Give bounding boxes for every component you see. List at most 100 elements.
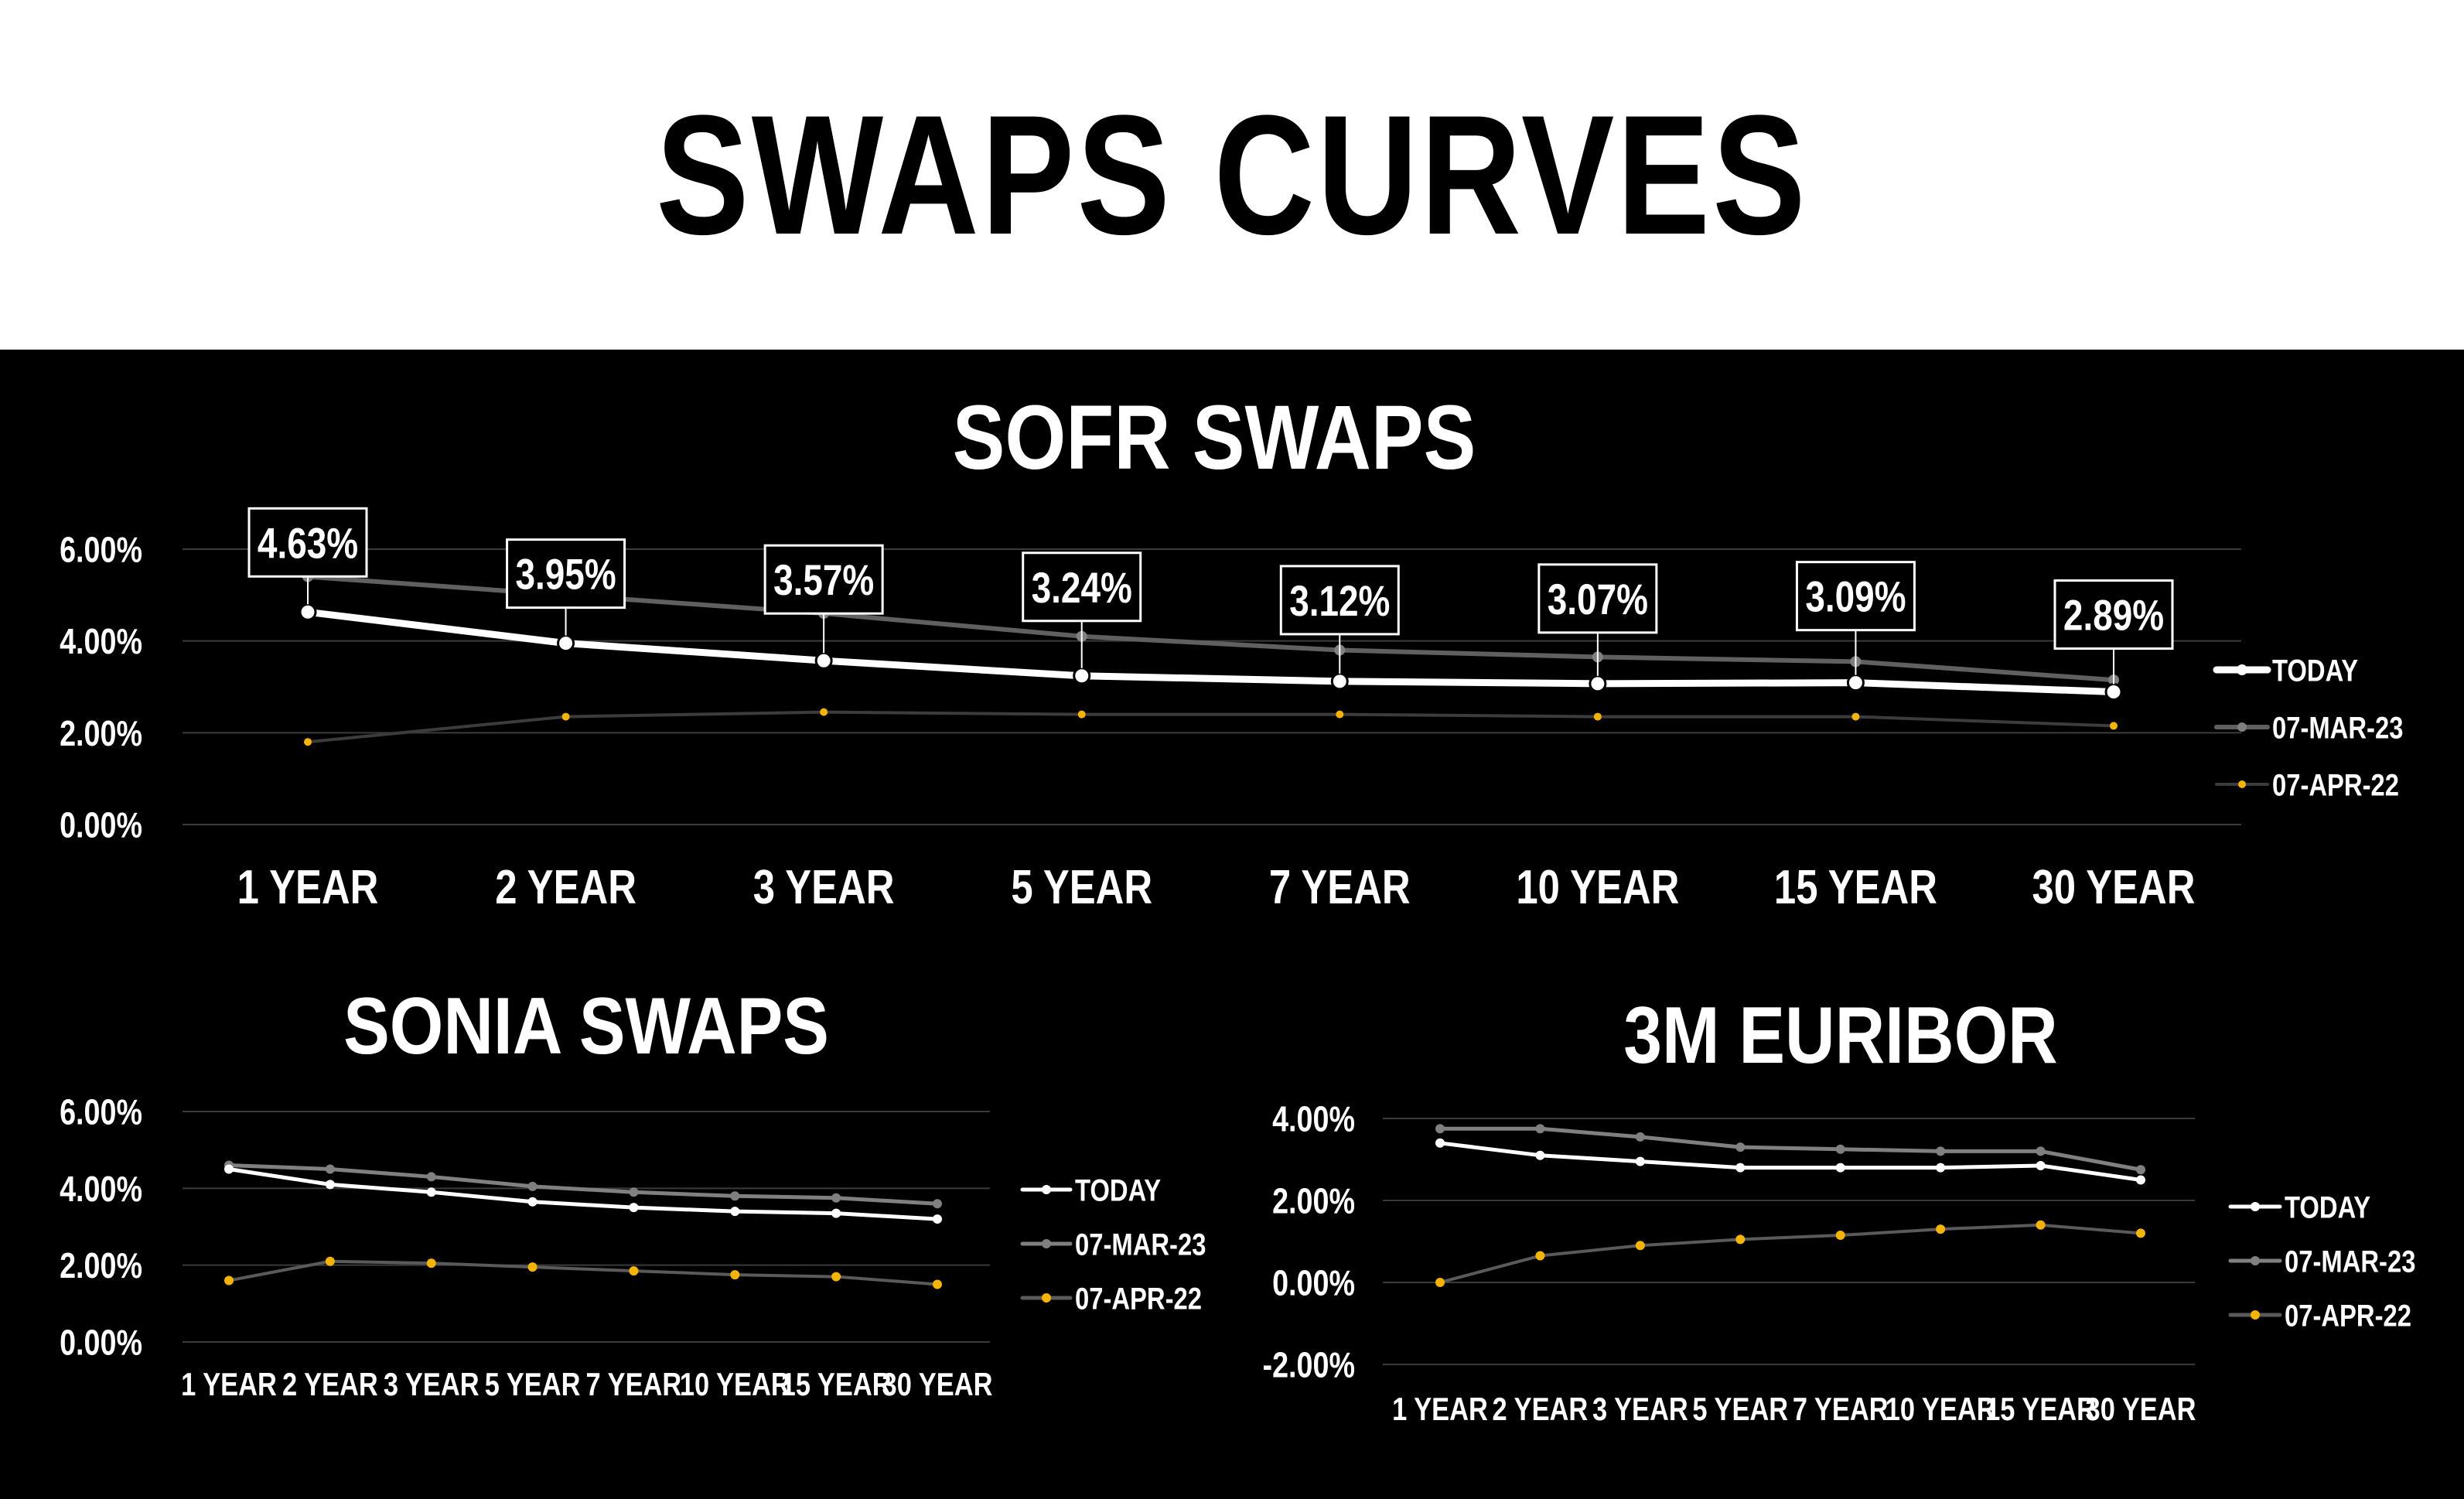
x-tick-label: 7 YEAR [1269, 861, 1411, 914]
data-point [1336, 710, 1344, 719]
data-label-box [1537, 563, 1658, 634]
data-point [933, 1214, 942, 1224]
data-point [831, 1208, 841, 1218]
data-label: 3.07% [1548, 575, 1648, 623]
data-point [629, 1187, 639, 1197]
data-point [1435, 1278, 1445, 1287]
y-tick-label: 0.00% [1272, 1263, 1355, 1303]
x-tick-label: 1 YEAR [237, 861, 379, 914]
y-tick-label: 4.00% [60, 1169, 142, 1208]
data-point [1589, 674, 1607, 693]
legend-label: TODAY [1075, 1173, 1161, 1207]
data-point [629, 1266, 639, 1276]
data-label: 3.57% [773, 556, 874, 604]
y-tick-label: 2.00% [60, 1246, 142, 1286]
data-point [527, 1197, 538, 1207]
data-point [1635, 1132, 1645, 1142]
data-label: 2.89% [2063, 591, 2164, 639]
legend-swatch-marker [2251, 1256, 2260, 1265]
series-line-1 [227, 1163, 940, 1206]
legend-label: 07-MAR-23 [1075, 1227, 1206, 1262]
data-point [426, 1187, 436, 1197]
y-tick-label: 6.00% [60, 530, 142, 569]
x-tick-label: 5 YEAR [1692, 1391, 1788, 1428]
data-label: 4.63% [258, 519, 358, 567]
data-point [325, 1164, 335, 1174]
data-point [1835, 1144, 1845, 1154]
data-point [1835, 1231, 1845, 1241]
x-tick-label: 15 YEAR [1774, 861, 1937, 914]
data-point [527, 1262, 538, 1272]
data-point [224, 1164, 234, 1174]
legend-label: 07-APR-22 [2285, 1298, 2411, 1333]
data-point [1735, 1142, 1746, 1152]
data-point [2036, 1146, 2046, 1156]
legend-label: TODAY [2285, 1190, 2370, 1224]
data-point [224, 1275, 234, 1286]
data-point [1535, 1251, 1545, 1261]
x-tick-label: 30 YEAR [2086, 1391, 2196, 1428]
series-line-0 [227, 1167, 940, 1221]
data-point [1936, 1163, 1946, 1173]
legend-swatch-marker [2237, 722, 2247, 732]
data-point [831, 1193, 841, 1203]
data-point [730, 1191, 740, 1201]
legend-swatch-marker [1042, 1185, 1051, 1194]
data-point [629, 1203, 639, 1213]
y-tick-label: 6.00% [60, 1092, 142, 1132]
data-label-box [247, 507, 368, 578]
data-point [2136, 1228, 2145, 1238]
chart-title: SONIA SWAPS [343, 981, 829, 1071]
data-point [1835, 1163, 1845, 1173]
data-point [2110, 722, 2118, 730]
x-tick-label: 30 YEAR [2032, 861, 2196, 914]
data-label: 3.24% [1032, 563, 1132, 611]
data-point [426, 1258, 436, 1269]
data-point [1593, 712, 1602, 721]
legend-swatch-marker [2238, 780, 2246, 788]
page-title: SWAPS CURVES [656, 79, 1808, 270]
data-point [1535, 1124, 1545, 1134]
y-tick-label: 0.00% [60, 1323, 142, 1362]
charts-panel [0, 350, 2464, 1499]
data-label-box [2053, 579, 2174, 650]
series-line-0 [304, 608, 2118, 696]
data-point [561, 712, 570, 721]
page-header: SWAPS CURVES [0, 0, 2464, 350]
series-line-2 [306, 710, 2115, 744]
data-point [1936, 1146, 1946, 1156]
y-tick-label: -2.00% [1263, 1345, 1355, 1385]
data-label-box [1795, 561, 1916, 632]
data-point [2036, 1160, 2046, 1170]
legend-swatch-marker [2251, 1202, 2260, 1211]
x-tick-label: 3 YEAR [384, 1367, 479, 1403]
x-tick-label: 1 YEAR [1392, 1391, 1488, 1428]
data-point [1077, 710, 1086, 719]
series-line-1 [1438, 1126, 2143, 1172]
x-tick-label: 3 YEAR [1592, 1391, 1688, 1428]
data-point [831, 1272, 841, 1282]
series-line-0 [1438, 1141, 2143, 1182]
y-tick-label: 2.00% [60, 713, 142, 753]
data-point [1936, 1224, 1946, 1234]
data-point [730, 1207, 740, 1217]
data-point [1435, 1124, 1445, 1134]
legend-label: 07-MAR-23 [2285, 1244, 2415, 1279]
data-point [1435, 1138, 1445, 1148]
data-point [933, 1199, 942, 1209]
data-point [1635, 1156, 1645, 1166]
x-tick-label: 1 YEAR [181, 1367, 277, 1403]
data-point [325, 1256, 335, 1266]
data-label: 3.95% [515, 550, 616, 598]
x-tick-label: 7 YEAR [586, 1367, 682, 1403]
data-point [1635, 1241, 1645, 1251]
data-point [299, 603, 317, 621]
x-tick-label: 2 YEAR [1493, 1391, 1589, 1428]
data-point [527, 1181, 538, 1191]
legend-label: 07-APR-22 [1075, 1281, 1202, 1316]
data-label-box [1279, 565, 1400, 636]
data-point [426, 1172, 436, 1182]
series-line-2 [1438, 1223, 2142, 1284]
x-tick-label: 30 YEAR [882, 1367, 993, 1403]
